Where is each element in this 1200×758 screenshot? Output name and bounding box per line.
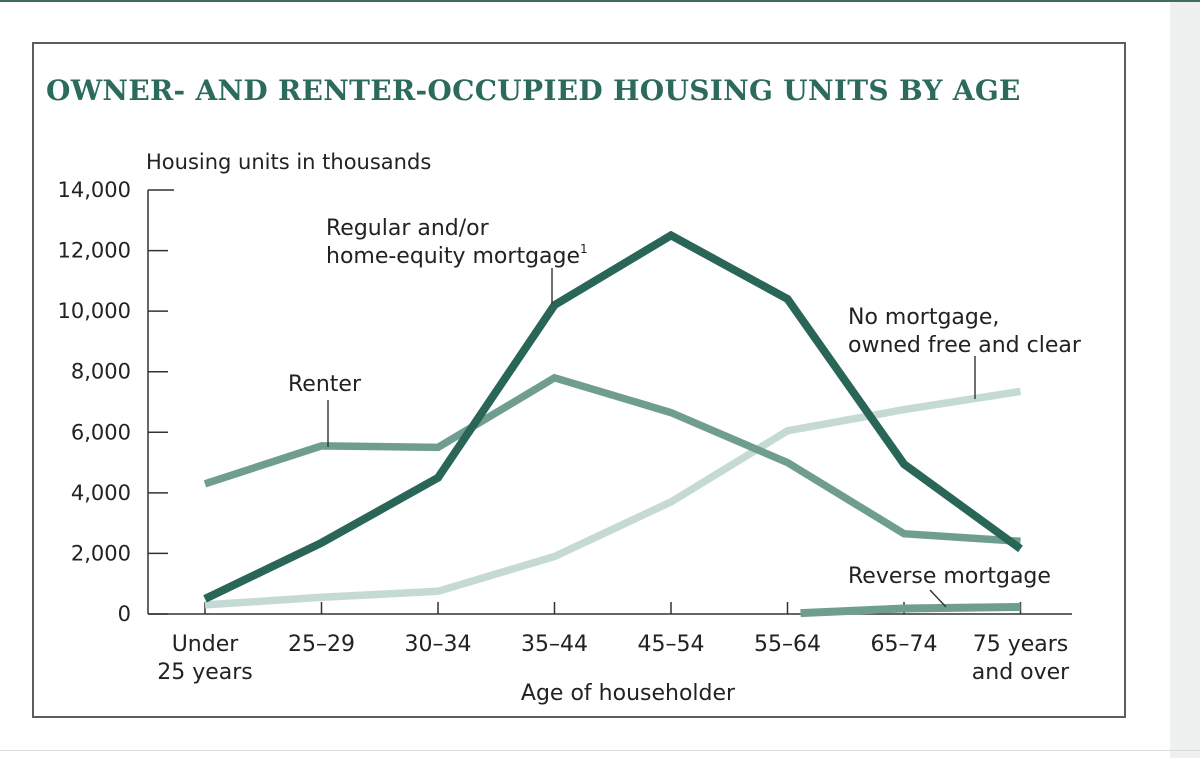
series-line-nomortgage (204, 387, 1022, 609)
y-tick-label: 4,000 (71, 481, 131, 505)
top-rule (0, 0, 1200, 2)
series-label-nomortgage: No mortgage, owned free and clear (848, 305, 1082, 358)
axes: 14,000 12,000 10,000 8,000 6,000 4,000 2,000 0 U… (58, 178, 1072, 685)
series-line-regular (203, 230, 1023, 603)
x-tick-label: 45–54 (638, 632, 705, 657)
series-line-reverse (800, 603, 1021, 618)
x-tick-label: 75 years and over (972, 632, 1070, 685)
page-margin (1170, 2, 1200, 758)
x-tick-label: 35–44 (521, 632, 588, 657)
x-tick-label: 25–29 (288, 632, 355, 657)
y-tick-label: 14,000 (58, 178, 131, 202)
chart-title: OWNER- AND RENTER-OCCUPIED HOUSING UNITS… (46, 74, 1021, 107)
y-tick-label: 6,000 (71, 420, 131, 444)
x-tick-label: 30–34 (405, 632, 472, 657)
x-tick-label: Under 25 years (157, 632, 253, 685)
y-tick-label: 0 (118, 602, 131, 626)
series-labels: Regular and/or home-equity mortgage1 Rente… (288, 216, 1082, 608)
y-tick-label: 12,000 (58, 239, 131, 263)
leader-line-reverse (929, 589, 947, 608)
series-label-reverse: Reverse mortgage (848, 564, 1051, 589)
y-tick-label: 8,000 (71, 360, 131, 384)
x-tick-label: 55–64 (754, 632, 821, 657)
y-axis-title: Housing units in thousands (146, 150, 431, 174)
x-tick-label: 65–74 (871, 632, 938, 657)
y-tick-label: 10,000 (58, 299, 131, 323)
series-label-regular: Regular and/or home-equity mortgage1 (326, 216, 588, 269)
y-tick-label: 2,000 (71, 541, 131, 565)
bottom-rule (0, 750, 1200, 751)
series-line-renter (203, 373, 1021, 546)
x-axis-title: Age of householder (521, 681, 736, 706)
series-lines (203, 230, 1023, 618)
series-label-renter: Renter (288, 372, 362, 397)
